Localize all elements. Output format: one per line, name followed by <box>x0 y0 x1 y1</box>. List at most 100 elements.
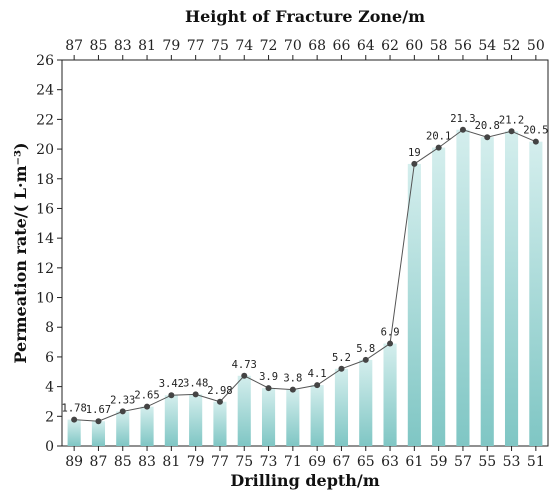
data-label: 5.2 <box>332 352 351 364</box>
y-tick-label: 8 <box>45 320 54 336</box>
y-axis-title: Permeation rate/( L·m⁻³) <box>11 142 30 363</box>
series-line <box>74 129 537 422</box>
x-ticks-group: 89 87 85 83 81 79 77 75 73 71 69 67 65 63 61 59 57 55 53 51 <box>65 446 545 470</box>
bar <box>529 141 543 446</box>
data-point <box>338 365 345 372</box>
x-tick-label: 87 <box>90 454 108 470</box>
data-label: 2.33 <box>110 394 135 406</box>
top-tick-label: 70 <box>284 38 302 54</box>
data-point <box>484 134 491 141</box>
data-label: 21.2 <box>499 114 524 126</box>
y-tick-label: 18 <box>36 172 54 188</box>
data-point <box>265 385 272 392</box>
data-label: 4.1 <box>308 368 327 380</box>
data-point <box>362 356 369 363</box>
data-point <box>168 392 175 399</box>
bar <box>359 359 373 446</box>
top-axis-title: Height of Fracture Zone/m <box>185 7 425 26</box>
data-point <box>532 138 539 145</box>
data-point <box>119 408 126 415</box>
bar <box>432 147 446 447</box>
top-tick-label: 74 <box>235 38 253 54</box>
data-label: 3.42 <box>159 378 184 390</box>
data-label: 6.9 <box>381 327 400 339</box>
x-tick-label: 85 <box>114 454 132 470</box>
data-point <box>216 398 223 405</box>
data-point <box>241 372 248 379</box>
top-tick-label: 52 <box>503 38 521 54</box>
top-tick-label: 75 <box>211 38 229 54</box>
bar <box>164 395 178 446</box>
x-tick-label: 57 <box>454 454 472 470</box>
x-tick-label: 61 <box>405 454 423 470</box>
x-tick-label: 67 <box>333 454 351 470</box>
y-tick-label: 14 <box>36 231 54 247</box>
top-tick-label: 62 <box>381 38 399 54</box>
data-point <box>192 391 199 398</box>
top-ticks-group: 87 85 83 81 79 77 75 74 72 70 68 66 64 62 60 58 56 54 52 50 <box>65 38 545 60</box>
y-tick-label: 2 <box>45 409 54 425</box>
data-labels-group: 1.78 1.672.33 2.653.42 3.482.98 4.733.9 3.8 4.… <box>62 113 549 416</box>
top-tick-label: 54 <box>478 38 496 54</box>
y-tick-label: 0 <box>45 439 54 455</box>
data-label: 4.73 <box>232 359 257 371</box>
x-axis-title: Drilling depth/m <box>230 471 379 490</box>
x-tick-label: 65 <box>357 454 375 470</box>
data-label: 3.48 <box>183 377 208 389</box>
x-tick-label: 71 <box>284 454 302 470</box>
y-tick-label: 22 <box>36 112 54 128</box>
bar <box>116 411 130 446</box>
top-tick-label: 56 <box>454 38 472 54</box>
x-tick-label: 59 <box>430 454 448 470</box>
data-point <box>71 416 78 423</box>
bar <box>261 388 276 446</box>
top-tick-label: 68 <box>308 38 326 54</box>
bar <box>91 421 106 446</box>
x-tick-label: 55 <box>478 454 496 470</box>
bar <box>140 406 154 446</box>
data-label: 20.8 <box>475 120 500 132</box>
plot-frame <box>61 59 549 447</box>
data-point <box>289 386 296 393</box>
y-tick-label: 26 <box>36 53 54 69</box>
markers-group <box>71 126 539 425</box>
top-tick-label: 77 <box>187 38 205 54</box>
data-point <box>435 144 442 151</box>
top-tick-label: 66 <box>333 38 351 54</box>
bar <box>504 131 519 446</box>
top-tick-label: 58 <box>430 38 448 54</box>
data-label: 5.8 <box>356 343 375 355</box>
y-tick-label: 20 <box>36 142 54 158</box>
bar <box>480 137 494 446</box>
x-tick-label: 63 <box>381 454 399 470</box>
bar <box>286 389 300 446</box>
data-label: 19 <box>408 147 421 159</box>
x-tick-label: 75 <box>235 454 253 470</box>
bars-group <box>67 129 543 447</box>
data-point <box>95 418 102 425</box>
y-tick-label: 16 <box>36 201 54 217</box>
data-label: 1.78 <box>62 403 87 415</box>
top-tick-label: 81 <box>138 38 156 54</box>
data-point <box>459 126 466 133</box>
bar <box>334 368 349 446</box>
y-tick-label: 24 <box>36 83 54 99</box>
x-tick-label: 89 <box>65 454 83 470</box>
bar <box>67 419 81 446</box>
bar <box>407 163 421 446</box>
bar <box>237 375 251 446</box>
top-tick-label: 83 <box>114 38 132 54</box>
data-label: 3.8 <box>283 373 302 385</box>
data-label: 21.3 <box>450 113 475 125</box>
x-tick-label: 77 <box>211 454 229 470</box>
x-tick-label: 51 <box>527 454 545 470</box>
bar <box>383 343 397 446</box>
data-label: 1.67 <box>86 404 111 416</box>
data-label: 20.1 <box>426 131 451 143</box>
data-point <box>314 382 321 389</box>
data-label: 3.9 <box>259 371 278 383</box>
data-point <box>387 340 394 347</box>
data-point <box>144 403 151 410</box>
